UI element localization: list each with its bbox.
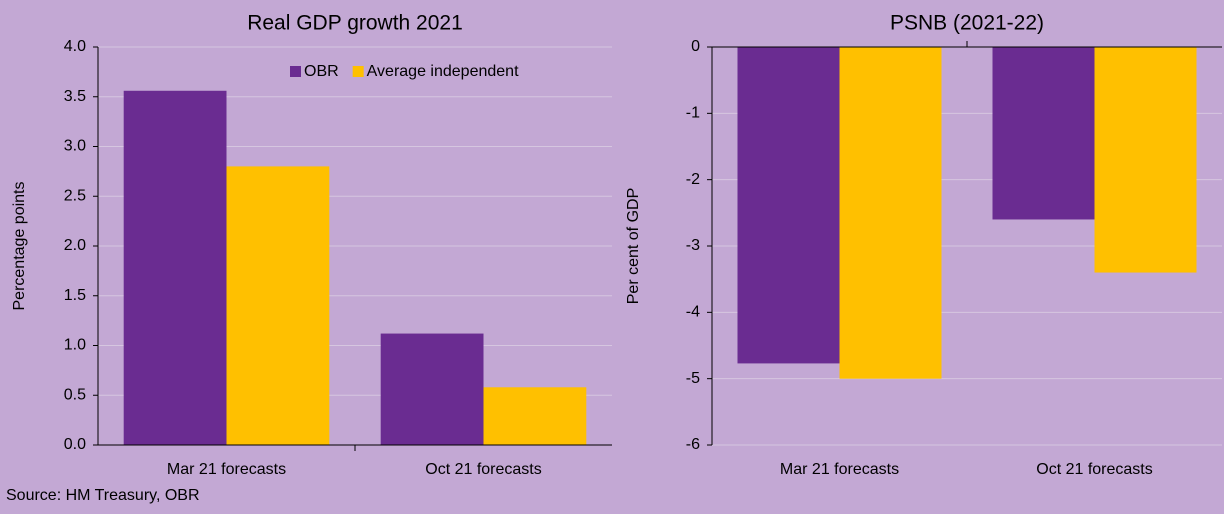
- y-tick-label: -4: [686, 304, 700, 321]
- legend-label: OBR: [304, 63, 339, 80]
- y-tick-label: -1: [686, 105, 700, 122]
- y-tick-label: 3.0: [64, 138, 86, 155]
- bar: [1094, 47, 1197, 273]
- source-note: Source: HM Treasury, OBR: [6, 487, 200, 504]
- y-tick-label: -5: [686, 370, 700, 387]
- legend-swatch: [290, 66, 301, 77]
- y-tick-label: 3.5: [64, 88, 86, 105]
- bar: [992, 47, 1095, 220]
- y-tick-label: 0.5: [64, 386, 86, 403]
- y-tick-label: 1.0: [64, 337, 86, 354]
- x-tick-label: Mar 21 forecasts: [780, 461, 899, 478]
- x-tick-label: Oct 21 forecasts: [425, 461, 542, 478]
- y-tick-label: 0: [691, 38, 700, 55]
- x-tick-label: Mar 21 forecasts: [167, 461, 286, 478]
- y-tick-label: -3: [686, 237, 700, 254]
- bar: [226, 166, 330, 445]
- y-tick-label: 2.0: [64, 237, 86, 254]
- y-axis-label: Per cent of GDP: [625, 188, 642, 305]
- legend-swatch: [352, 66, 364, 77]
- bar: [123, 90, 227, 445]
- bar: [839, 47, 942, 379]
- y-tick-label: 4.0: [64, 38, 86, 55]
- y-tick-label: 1.5: [64, 287, 86, 304]
- chart-title: Real GDP growth 2021: [247, 12, 463, 35]
- bar: [380, 333, 484, 445]
- y-tick-label: 0.0: [64, 436, 86, 453]
- y-tick-label: 2.5: [64, 187, 86, 204]
- bar: [737, 47, 840, 364]
- x-tick-label: Oct 21 forecasts: [1036, 461, 1153, 478]
- y-tick-label: -2: [686, 171, 700, 188]
- legend-label: Average independent: [367, 63, 519, 80]
- y-axis-label: Percentage points: [11, 182, 28, 311]
- chart-title: PSNB (2021-22): [890, 12, 1044, 35]
- bar: [483, 387, 587, 445]
- y-tick-label: -6: [686, 436, 700, 453]
